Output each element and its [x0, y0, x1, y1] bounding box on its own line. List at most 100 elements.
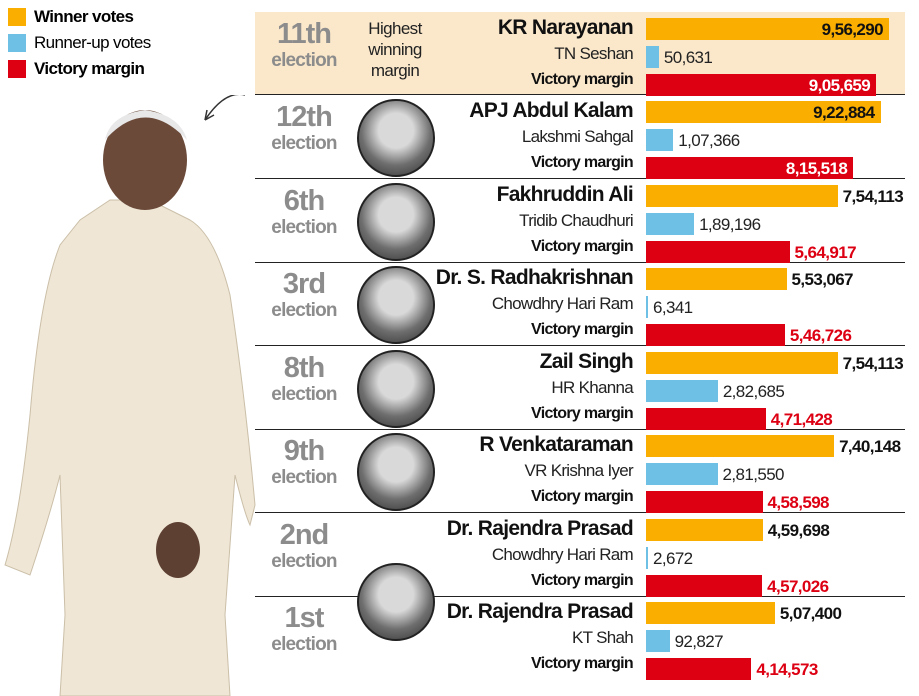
- winner-portrait: [357, 350, 435, 428]
- margin-bar: [646, 575, 763, 597]
- margin-bar: [646, 74, 877, 96]
- bar-line: 9,05,659: [646, 73, 905, 101]
- runner-bar-value: 92,827: [674, 632, 724, 651]
- runner-name: TN Seshan: [554, 44, 633, 63]
- pointer-arrow: [204, 95, 245, 121]
- winner-bar-value: 5,53,067: [791, 270, 854, 289]
- candidate-names: Fakhruddin Ali Tridib Chaudhuri Victory …: [497, 182, 634, 260]
- election-row: 9th election R Venkataraman VR Krishna Iy…: [255, 429, 905, 513]
- winner-bar-value: 5,07,400: [779, 604, 842, 623]
- winner-name: KR Narayanan: [497, 16, 634, 39]
- margin-bar-value: 4,71,428: [770, 410, 833, 429]
- margin-bar-value: 4,58,598: [767, 493, 830, 512]
- winner-bar: [646, 185, 838, 207]
- runner-bar: [646, 463, 718, 485]
- margin-label: Victory margin: [531, 572, 634, 589]
- margin-bar-value: 4,14,573: [756, 660, 818, 679]
- runner-bar: [646, 630, 670, 652]
- runner-name: Chowdhry Hari Ram: [491, 294, 634, 313]
- bar-line: 2,81,550: [646, 462, 905, 490]
- bar-line: 8,15,518: [646, 156, 905, 184]
- bar-line: 4,58,598: [646, 490, 905, 518]
- margin-bar: [646, 324, 785, 346]
- bar-group: 7,54,113 1,89,196 5,64,917: [646, 184, 905, 268]
- bar-line: 4,59,698: [646, 518, 905, 546]
- margin-bar: [646, 408, 766, 430]
- arrow-head: [204, 109, 215, 121]
- margin-bar-value: 5,46,726: [789, 326, 852, 345]
- election-row: 12th election APJ Abdul Kalam Lakshmi Sah…: [255, 95, 905, 179]
- winner-bar-value: 9,22,884: [813, 103, 875, 122]
- bar-line: 5,64,917: [646, 240, 905, 268]
- winner-bar: [646, 519, 763, 541]
- legend-margin: Victory margin: [8, 56, 151, 82]
- winner-name: Zail Singh: [539, 350, 634, 373]
- bar-group: 5,53,067 6,341 5,46,726: [646, 267, 905, 351]
- jacket-shape: [4, 199, 256, 696]
- bar-line: 4,57,026: [646, 574, 905, 602]
- bar-group: 4,59,698 2,672 4,57,026: [646, 518, 905, 602]
- bar-line: 4,14,573: [646, 657, 905, 685]
- bar-line: 4,71,428: [646, 407, 905, 435]
- president-photo: [4, 95, 256, 696]
- runner-name: Chowdhry Hari Ram: [491, 545, 634, 564]
- election-ordinal: 12th election: [263, 95, 345, 155]
- legend-label: Winner votes: [34, 7, 134, 26]
- runner-bar: [646, 296, 648, 318]
- runner-bar: [646, 547, 648, 569]
- election-word: election: [271, 551, 337, 572]
- winner-name: Dr. Rajendra Prasad: [446, 600, 634, 623]
- bar-group: 7,54,113 2,82,685 4,71,428: [646, 351, 905, 435]
- margin-bar: [646, 157, 854, 179]
- runner-bar: [646, 46, 659, 68]
- candidate-names: KR Narayanan TN Seshan Victory margin: [497, 15, 634, 93]
- election-row: 2nd election Dr. Rajendra Prasad Chowdhry…: [255, 513, 905, 597]
- ordinal-number: 2nd: [279, 519, 330, 551]
- winner-portrait: [357, 266, 435, 344]
- winner-bar: [646, 602, 775, 624]
- runner-name: HR Khanna: [551, 378, 633, 397]
- runner-bar: [646, 213, 695, 235]
- bar-line: 2,672: [646, 546, 905, 574]
- ordinal-number: 3rd: [282, 268, 326, 300]
- legend-label: Runner-up votes: [34, 33, 151, 52]
- runner-bar: [646, 380, 718, 402]
- margin-bar-value: 9,05,659: [808, 76, 871, 95]
- winner-bar: [646, 435, 835, 457]
- bar-line: 7,54,113: [646, 351, 905, 379]
- runner-bar: [646, 129, 674, 151]
- election-word: election: [271, 50, 337, 71]
- legend-label: Victory margin: [34, 59, 145, 78]
- winner-bar-value: 4,59,698: [767, 521, 830, 540]
- margin-label: Victory margin: [531, 71, 634, 88]
- bar-line: 7,40,148: [646, 434, 905, 462]
- winner-bar: [646, 352, 838, 374]
- runner-bar-value: 6,341: [653, 298, 693, 317]
- bar-group: 9,56,290 50,631 9,05,659: [646, 17, 905, 101]
- runner-bar-value: 1,07,366: [678, 131, 740, 150]
- margin-bar-value: 5,64,917: [794, 243, 857, 262]
- runner-name: Lakshmi Sahgal: [521, 127, 634, 146]
- winner-bar-value: 7,40,148: [839, 437, 901, 456]
- bar-line: 7,54,113: [646, 184, 905, 212]
- election-row: 6th election Fakhruddin Ali Tridib Chaudh…: [255, 179, 905, 263]
- legend-winner: Winner votes: [8, 4, 151, 30]
- legend: Winner votes Runner-up votes Victory mar…: [8, 4, 151, 82]
- candidate-names: APJ Abdul Kalam Lakshmi Sahgal Victory m…: [469, 98, 633, 176]
- margin-label: Victory margin: [531, 655, 634, 672]
- winner-name: APJ Abdul Kalam: [469, 99, 633, 122]
- election-row: 8th election Zail Singh HR Khanna Victory…: [255, 346, 905, 430]
- candidate-names: Zail Singh HR Khanna Victory margin: [531, 349, 634, 427]
- bar-line: 5,46,726: [646, 323, 905, 351]
- election-word: election: [271, 300, 337, 321]
- election-row: 3rd election Dr. S. Radhakrishnan Chowdhr…: [255, 262, 905, 346]
- bar-line: 1,89,196: [646, 212, 905, 240]
- legend-swatch-margin: [8, 60, 26, 78]
- candidate-names: Dr. S. Radhakrishnan Chowdhry Hari Ram V…: [436, 265, 634, 343]
- bar-group: 9,22,884 1,07,366 8,15,518: [646, 100, 905, 184]
- ordinal-number: 6th: [283, 185, 326, 217]
- runner-name: Tridib Chaudhuri: [519, 211, 634, 230]
- election-word: election: [271, 467, 337, 488]
- election-ordinal: 1st election: [263, 596, 345, 656]
